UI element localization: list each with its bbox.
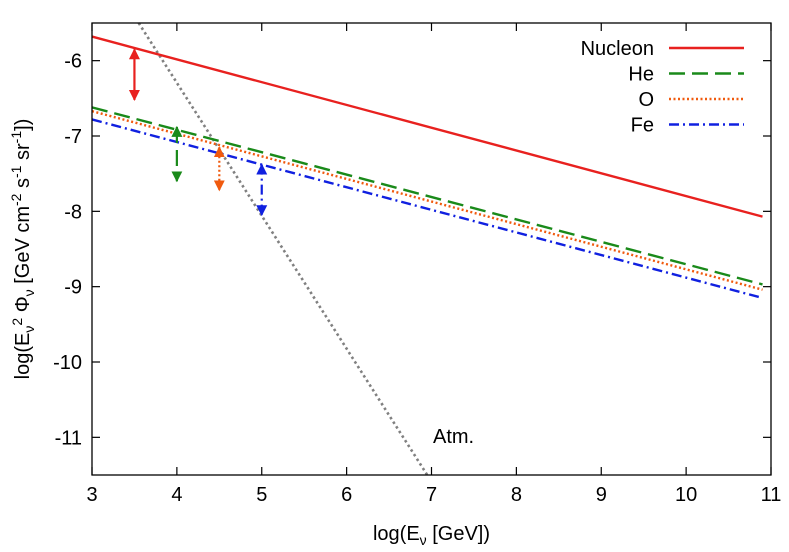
x-tick-label: 4 [171, 484, 182, 506]
atmospheric-label: Atm. [433, 426, 474, 448]
legend-label-o: O [638, 89, 654, 111]
legend-label-fe: Fe [631, 115, 654, 137]
y-tick-label: -8 [64, 201, 82, 223]
x-tick-label: 8 [511, 484, 522, 506]
series-line-fe [91, 118, 763, 300]
x-tick-label: 3 [86, 484, 97, 506]
series-line-o [91, 109, 763, 291]
plot-area: Atm. [91, 22, 763, 476]
legend: Nucleon He O Fe [581, 38, 744, 137]
legend-label-nucleon: Nucleon [581, 38, 654, 60]
atmospheric-flux-line [137, 22, 429, 476]
legend-label-he: He [628, 64, 654, 86]
y-tick-label: -9 [64, 277, 82, 299]
axes: 3 4 5 6 7 8 9 10 11 -6 -7 -8 -9 -10 -11 [53, 22, 782, 506]
y-tick-label: -7 [64, 126, 82, 148]
x-tick-label: 5 [256, 484, 267, 506]
x-axis-label: log(Eν [GeV]) [373, 523, 490, 548]
y-tick-label: -6 [64, 51, 82, 73]
y-tick-label: -11 [55, 427, 82, 449]
x-tick-label: 10 [675, 484, 697, 506]
x-tick-label: 11 [761, 484, 782, 506]
x-tick-label: 6 [341, 484, 352, 506]
x-tick-label: 9 [596, 484, 607, 506]
x-tick-label: 7 [426, 484, 437, 506]
plot-frame [91, 22, 772, 476]
y-tick-label: -10 [53, 352, 82, 374]
series-line-nucleon [91, 35, 763, 218]
y-axis-label: log(Eν2 Φν [GeV cm-2 s-1 sr-1]) [8, 119, 37, 380]
series-line-he [91, 106, 763, 286]
